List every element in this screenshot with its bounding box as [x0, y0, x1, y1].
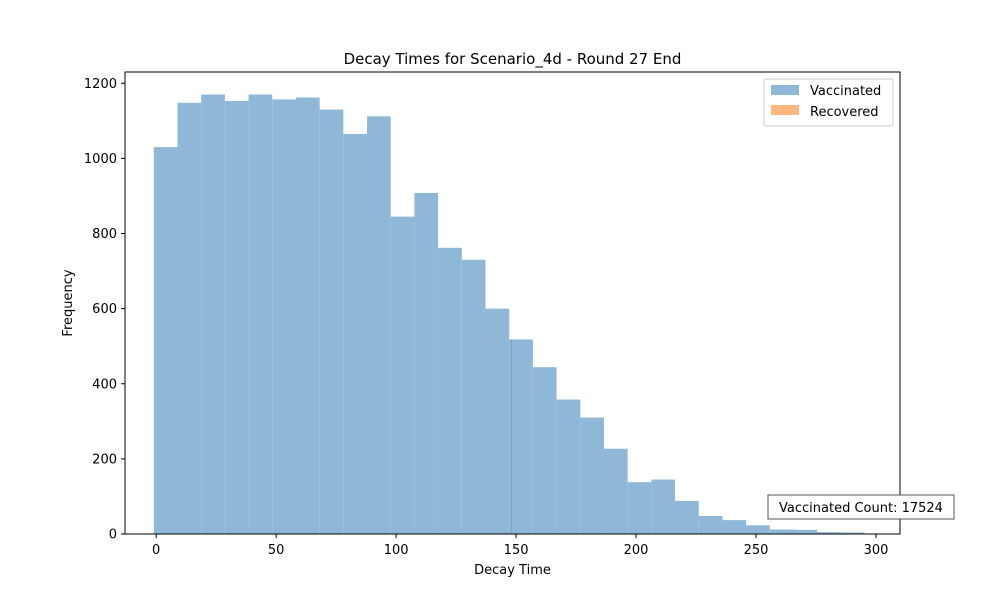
annotation-text: Vaccinated Count: 17524 — [779, 501, 943, 516]
x-axis-label: Decay Time — [474, 563, 551, 578]
bar-vaccinated-7 — [319, 109, 344, 534]
y-tick-label-600: 600 — [92, 302, 117, 317]
y-axis-ticks: 0 200 400 600 800 1000 1200 — [84, 77, 125, 543]
bar-vaccinated-11 — [414, 192, 439, 534]
y-tick-label-0: 0 — [109, 528, 117, 543]
y-tick-label-1000: 1000 — [84, 152, 117, 167]
x-tick-label-200: 200 — [624, 543, 649, 558]
bar-vaccinated-4 — [248, 94, 273, 534]
y-axis-label: Frequency — [61, 269, 76, 336]
legend-swatch-recovered — [771, 105, 799, 115]
bar-vaccinated-22 — [675, 500, 699, 534]
bar-vaccinated-8 — [343, 133, 368, 534]
bar-vaccinated-9 — [367, 116, 391, 534]
bar-vaccinated-29 — [840, 532, 865, 534]
plot-frame — [124, 71, 901, 535]
bar-vaccinated-27 — [793, 529, 818, 534]
axes-frame — [124, 71, 901, 535]
bar-vaccinated-1 — [177, 102, 202, 535]
chart-title: Decay Times for Scenario_4d - Round 27 E… — [344, 50, 682, 69]
bar-vaccinated-24 — [722, 520, 747, 534]
bar-vaccinated-13 — [461, 259, 486, 534]
x-tick-label-100: 100 — [384, 543, 409, 558]
bar-vaccinated-17 — [556, 399, 581, 534]
bar-vaccinated-28 — [817, 532, 841, 534]
bar-vaccinated-21 — [651, 479, 676, 534]
bar-vaccinated-12 — [438, 247, 462, 534]
legend-swatch-vaccinated — [771, 85, 799, 95]
bar-vaccinated-5 — [272, 99, 296, 535]
annotation-box — [767, 494, 955, 520]
legend: Vaccinated Recovered — [763, 78, 894, 127]
bar-vaccinated-25 — [746, 525, 770, 534]
bar-vaccinated-3 — [224, 100, 249, 535]
bar-vaccinated-14 — [485, 308, 510, 534]
x-tick-label-50: 50 — [268, 543, 285, 558]
bar-vaccinated-15 — [509, 339, 533, 534]
x-axis-ticks: 0 50 100 150 200 250 300 — [152, 534, 888, 558]
bar-vaccinated-18 — [580, 417, 604, 534]
legend-label-vaccinated: Vaccinated — [810, 84, 881, 99]
bars-layer — [153, 94, 865, 535]
x-tick-label-300: 300 — [864, 543, 889, 558]
y-tick-label-400: 400 — [92, 377, 117, 392]
bar-vaccinated-20 — [627, 482, 652, 534]
x-tick-label-150: 150 — [504, 543, 529, 558]
y-tick-label-200: 200 — [92, 452, 117, 467]
x-tick-label-250: 250 — [744, 543, 769, 558]
bar-vaccinated-0 — [153, 147, 178, 534]
bar-vaccinated-19 — [603, 448, 628, 534]
legend-label-recovered: Recovered — [810, 105, 879, 120]
count-annotation: Vaccinated Count: 17524 — [767, 494, 955, 520]
x-tick-label-0: 0 — [152, 543, 160, 558]
y-tick-label-1200: 1200 — [84, 77, 117, 92]
bar-vaccinated-26 — [769, 529, 794, 534]
bar-vaccinated-6 — [295, 97, 320, 534]
bar-vaccinated-23 — [698, 515, 723, 534]
y-tick-label-800: 800 — [92, 227, 117, 242]
bar-vaccinated-10 — [390, 216, 415, 535]
bar-vaccinated-16 — [532, 367, 557, 534]
bar-vaccinated-2 — [201, 94, 225, 534]
